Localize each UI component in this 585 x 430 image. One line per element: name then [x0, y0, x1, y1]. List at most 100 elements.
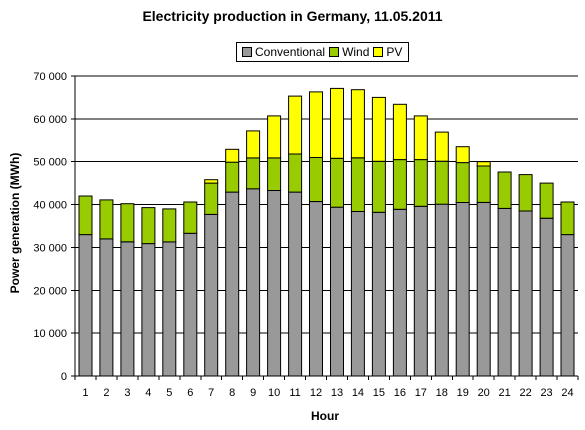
x-tick-label: 14 — [352, 387, 364, 399]
x-tick-label: 7 — [208, 387, 214, 399]
legend-item-wind: Wind — [329, 45, 369, 59]
x-tick-label: 6 — [187, 387, 193, 399]
bar-wind-hour-16 — [392, 159, 407, 210]
x-tick-label: 22 — [519, 387, 531, 399]
bar-pv-hour-12 — [309, 91, 323, 158]
y-tick-label: 0 — [61, 371, 67, 383]
bar-conventional-hour-21 — [497, 207, 512, 377]
bar-wind-hour-14 — [350, 157, 365, 212]
bar-conventional-hour-16 — [392, 208, 407, 377]
bar-wind-hour-8 — [225, 161, 240, 193]
bar-pv-hour-7 — [204, 179, 219, 184]
bar-conventional-hour-12 — [309, 201, 323, 377]
bar-conventional-hour-24 — [560, 234, 575, 377]
bar-wind-hour-3 — [120, 203, 135, 243]
bar-wind-hour-4 — [141, 207, 156, 245]
bar-wind-hour-6 — [183, 201, 198, 234]
legend-label-conventional: Conventional — [255, 45, 326, 59]
y-tick-label: 60 000 — [33, 114, 67, 126]
bar-wind-hour-10 — [267, 157, 282, 191]
x-tick-label: 10 — [268, 387, 280, 399]
x-tick-label: 8 — [229, 387, 235, 399]
bar-pv-hour-15 — [371, 96, 386, 162]
bar-wind-hour-17 — [413, 159, 428, 207]
legend-label-pv: PV — [386, 45, 403, 59]
bar-conventional-hour-4 — [141, 243, 156, 377]
y-tick-label: 40 000 — [33, 200, 67, 212]
x-tick-label: 16 — [394, 387, 406, 399]
x-tick-label: 21 — [499, 387, 511, 399]
x-tick-label: 17 — [415, 387, 427, 399]
bar-conventional-hour-9 — [246, 188, 261, 377]
bar-wind-hour-2 — [99, 199, 114, 240]
bar-wind-hour-13 — [330, 157, 344, 208]
bar-conventional-hour-11 — [288, 191, 303, 377]
legend-swatch-wind — [329, 47, 340, 57]
bar-conventional-hour-22 — [518, 210, 533, 377]
bar-conventional-hour-14 — [350, 210, 365, 377]
x-tick-label: 24 — [561, 387, 573, 399]
x-axis-title: Hour — [311, 409, 339, 423]
bar-wind-hour-1 — [78, 195, 93, 236]
bar-conventional-hour-3 — [120, 241, 135, 377]
x-tick-label: 3 — [124, 387, 130, 399]
bar-wind-hour-15 — [371, 160, 386, 213]
x-tick-label: 9 — [250, 387, 256, 399]
y-tick-label: 20 000 — [33, 285, 67, 297]
bar-conventional-hour-7 — [204, 213, 219, 377]
bar-pv-hour-14 — [350, 89, 365, 159]
x-tick-label: 20 — [478, 387, 490, 399]
bar-pv-hour-13 — [330, 87, 344, 159]
bar-conventional-hour-19 — [455, 201, 470, 377]
bar-wind-hour-5 — [162, 208, 177, 243]
legend-item-conventional: Conventional — [242, 45, 325, 59]
bar-wind-hour-20 — [476, 165, 491, 203]
bar-conventional-hour-1 — [78, 234, 93, 377]
x-tick-label: 5 — [166, 387, 172, 399]
x-tick-label: 23 — [540, 387, 552, 399]
bar-wind-hour-23 — [539, 182, 554, 219]
bar-wind-hour-24 — [560, 201, 575, 236]
x-tick-label: 12 — [310, 387, 322, 399]
y-tick-label: 10 000 — [33, 328, 67, 340]
bar-conventional-hour-23 — [539, 217, 554, 377]
legend-label-wind: Wind — [342, 45, 370, 59]
bar-pv-hour-9 — [246, 130, 261, 159]
bar-pv-hour-16 — [392, 103, 407, 161]
bar-pv-hour-8 — [225, 148, 240, 163]
x-tick-label: 19 — [457, 387, 469, 399]
x-tick-label: 13 — [331, 387, 343, 399]
bar-wind-hour-9 — [246, 157, 261, 190]
bar-conventional-hour-18 — [434, 203, 449, 377]
legend-swatch-conventional — [242, 47, 252, 57]
chart-title: Electricity production in Germany, 11.05… — [142, 8, 443, 24]
bar-pv-hour-18 — [434, 131, 449, 162]
bar-pv-hour-11 — [288, 95, 303, 155]
y-tick-label: 30 000 — [33, 242, 67, 254]
x-tick-label: 15 — [373, 387, 385, 399]
bar-conventional-hour-17 — [413, 205, 428, 377]
y-tick-label: 70 000 — [33, 71, 67, 83]
bar-wind-hour-12 — [309, 156, 323, 202]
y-tick-label: 50 000 — [33, 157, 67, 169]
x-tick-label: 1 — [82, 387, 88, 399]
legend-item-pv: PV — [373, 45, 402, 59]
legend-swatch-pv — [373, 47, 384, 57]
bar-wind-hour-19 — [455, 162, 470, 204]
x-tick-label: 2 — [103, 387, 109, 399]
bar-wind-hour-7 — [204, 182, 219, 215]
bar-pv-hour-10 — [267, 115, 282, 159]
x-tick-label: 18 — [436, 387, 448, 399]
bar-conventional-hour-15 — [371, 211, 386, 377]
bar-pv-hour-20 — [476, 161, 491, 167]
bar-wind-hour-11 — [288, 153, 303, 193]
x-tick-label: 4 — [145, 387, 151, 399]
bar-wind-hour-22 — [518, 174, 533, 212]
bar-conventional-hour-2 — [99, 238, 114, 377]
bar-pv-hour-19 — [455, 146, 470, 164]
x-tick-label: 11 — [289, 387, 300, 399]
bar-pv-hour-17 — [413, 115, 428, 161]
bar-conventional-hour-13 — [330, 206, 344, 377]
legend: Conventional Wind PV — [236, 42, 410, 62]
